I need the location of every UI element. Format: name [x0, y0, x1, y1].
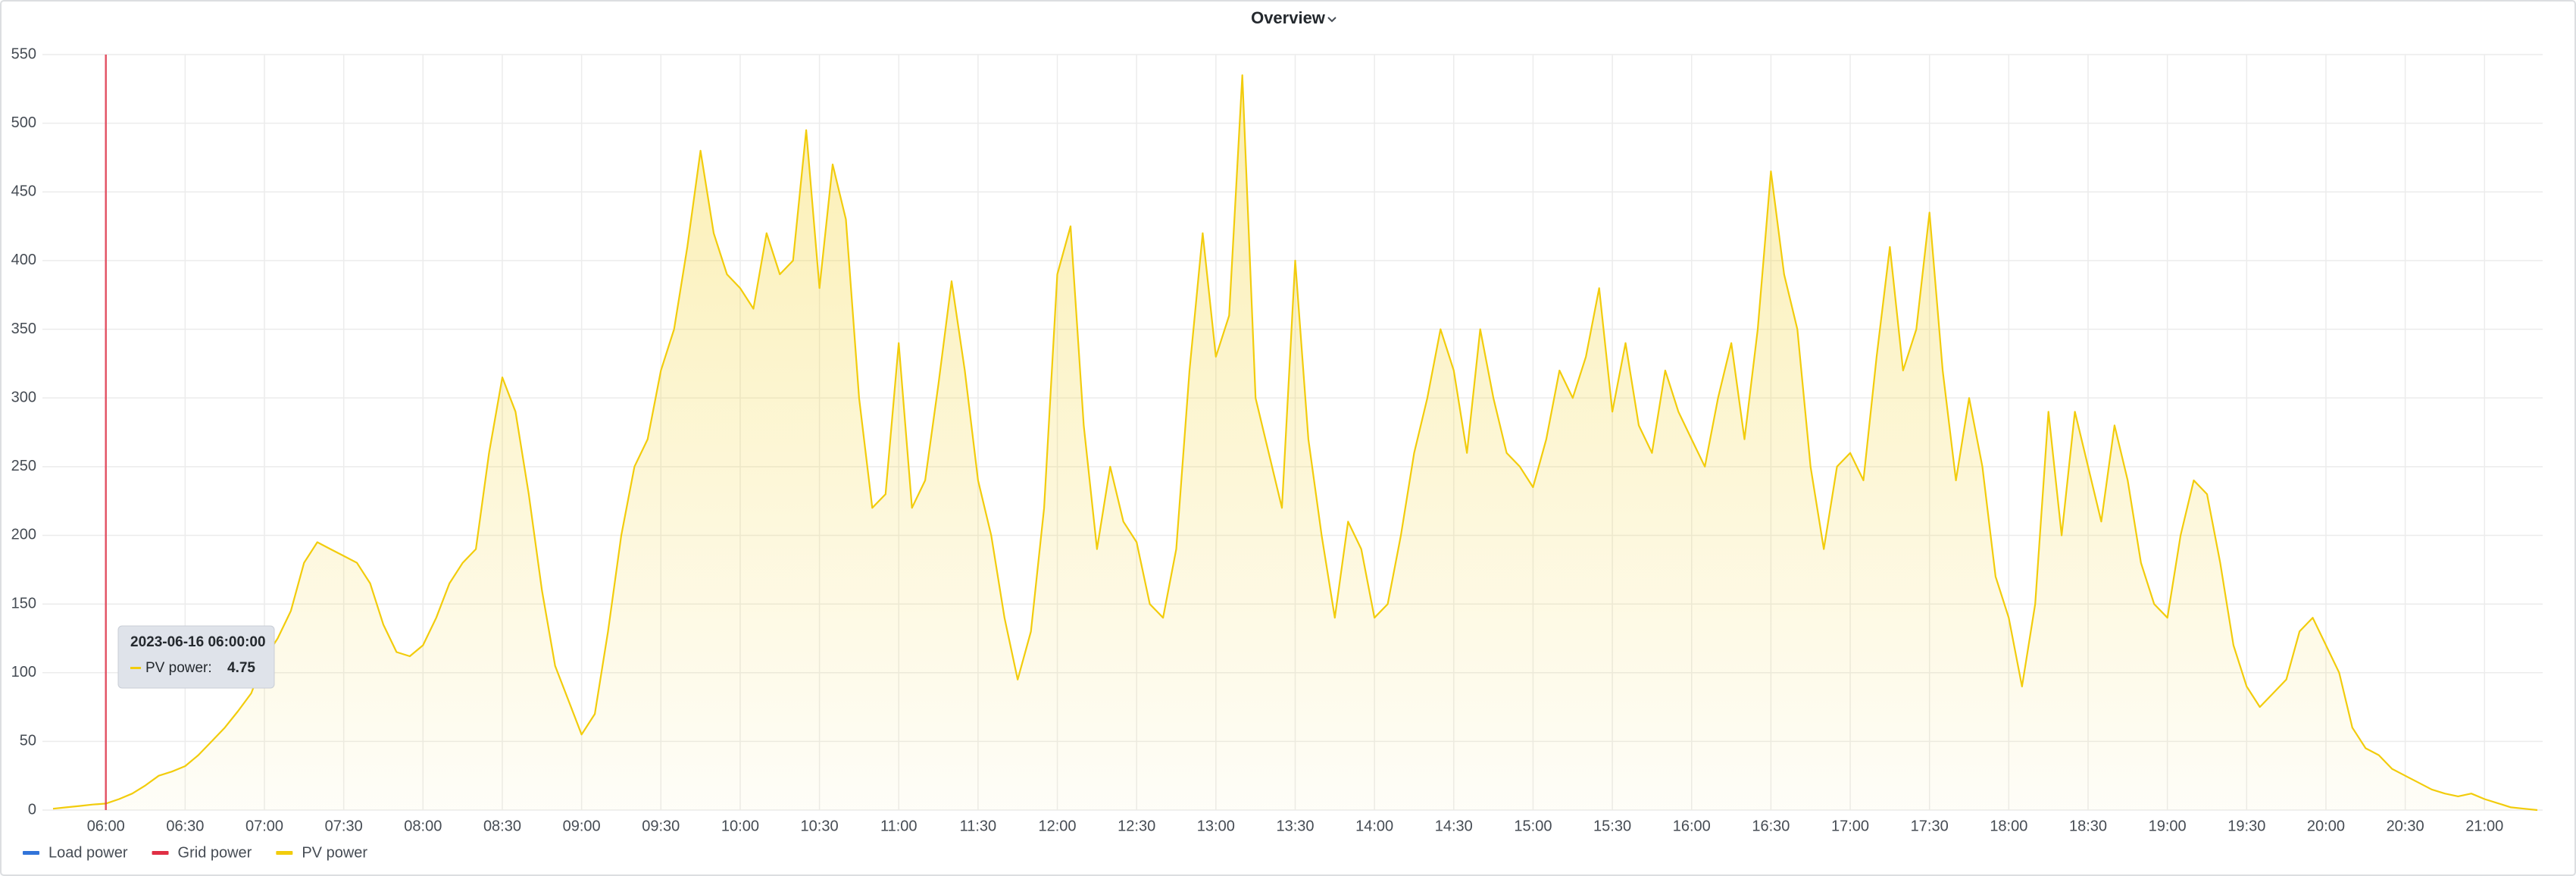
x-tick-label: 09:00 [563, 818, 601, 834]
x-tick-label: 18:00 [1990, 818, 2027, 834]
panel-title[interactable]: Overview [1251, 8, 1326, 27]
y-tick-label: 450 [11, 183, 36, 200]
x-tick-label: 06:00 [87, 818, 125, 834]
x-tick-label: 11:30 [960, 818, 997, 834]
legend-swatch [276, 851, 293, 855]
x-tick-label: 12:00 [1039, 818, 1077, 834]
y-tick-label: 550 [11, 45, 36, 62]
x-tick-label: 10:00 [721, 818, 759, 834]
area [53, 75, 2537, 810]
tooltip-box [117, 625, 275, 689]
x-tick-label: 21:00 [2465, 818, 2503, 834]
y-tick-label: 250 [11, 458, 36, 474]
legend-label[interactable]: PV power [302, 844, 367, 861]
legend-swatch [152, 851, 169, 855]
x-tick-label: 15:30 [1593, 818, 1631, 834]
legend-label[interactable]: Load power [48, 844, 128, 861]
y-tick-label: 150 [11, 595, 36, 612]
x-tick-label: 20:00 [2307, 818, 2345, 834]
y-tick-label: 350 [11, 321, 36, 337]
x-tick-label: 08:30 [483, 818, 521, 834]
x-tick-label: 12:30 [1118, 818, 1155, 834]
y-tick-label: 50 [20, 733, 36, 749]
legend-label[interactable]: Grid power [178, 844, 252, 861]
x-tick-label: 07:30 [325, 818, 363, 834]
x-tick-label: 17:30 [1911, 818, 1949, 834]
x-tick-label: 09:30 [642, 818, 680, 834]
tooltip: 2023-06-16 06:00:00 PV power: 4.75 [105, 55, 275, 810]
y-tick-label: 300 [11, 389, 36, 405]
x-tick-label: 06:30 [166, 818, 204, 834]
x-tick-label: 07:00 [245, 818, 283, 834]
x-tick-label: 16:30 [1752, 818, 1790, 834]
tooltip-time: 2023-06-16 06:00:00 [130, 634, 266, 650]
x-tick-label: 15:00 [1514, 818, 1552, 834]
tooltip-value: 4.75 [227, 660, 255, 676]
x-tick-label: 10:30 [801, 818, 839, 834]
x-tick-label: 13:00 [1197, 818, 1235, 834]
x-tick-label: 17:00 [1831, 818, 1869, 834]
legend-swatch [23, 851, 39, 855]
legend: Load power Grid power PV power [23, 844, 367, 861]
y-tick-label: 400 [11, 252, 36, 268]
x-tick-label: 20:30 [2387, 818, 2424, 834]
y-tick-label: 200 [11, 527, 36, 543]
tooltip-swatch [130, 667, 141, 669]
x-tick-label: 19:00 [2149, 818, 2187, 834]
x-tick-label: 16:00 [1673, 818, 1711, 834]
y-tick-label: 0 [28, 801, 36, 818]
plot [52, 74, 2538, 812]
x-tick-label: 08:00 [404, 818, 442, 834]
x-tick-label: 14:00 [1355, 818, 1393, 834]
y-tick-label: 100 [11, 664, 36, 680]
x-tick-label: 13:30 [1276, 818, 1314, 834]
tooltip-label: PV power: [145, 660, 212, 676]
x-tick-label: 18:30 [2069, 818, 2107, 834]
x-tick-label: 19:30 [2227, 818, 2265, 834]
y-tick-label: 500 [11, 114, 36, 131]
title-chevron[interactable] [1327, 17, 1336, 23]
line [52, 74, 2538, 812]
x-tick-label: 11:00 [880, 818, 918, 834]
x-tick-label: 14:30 [1435, 818, 1473, 834]
